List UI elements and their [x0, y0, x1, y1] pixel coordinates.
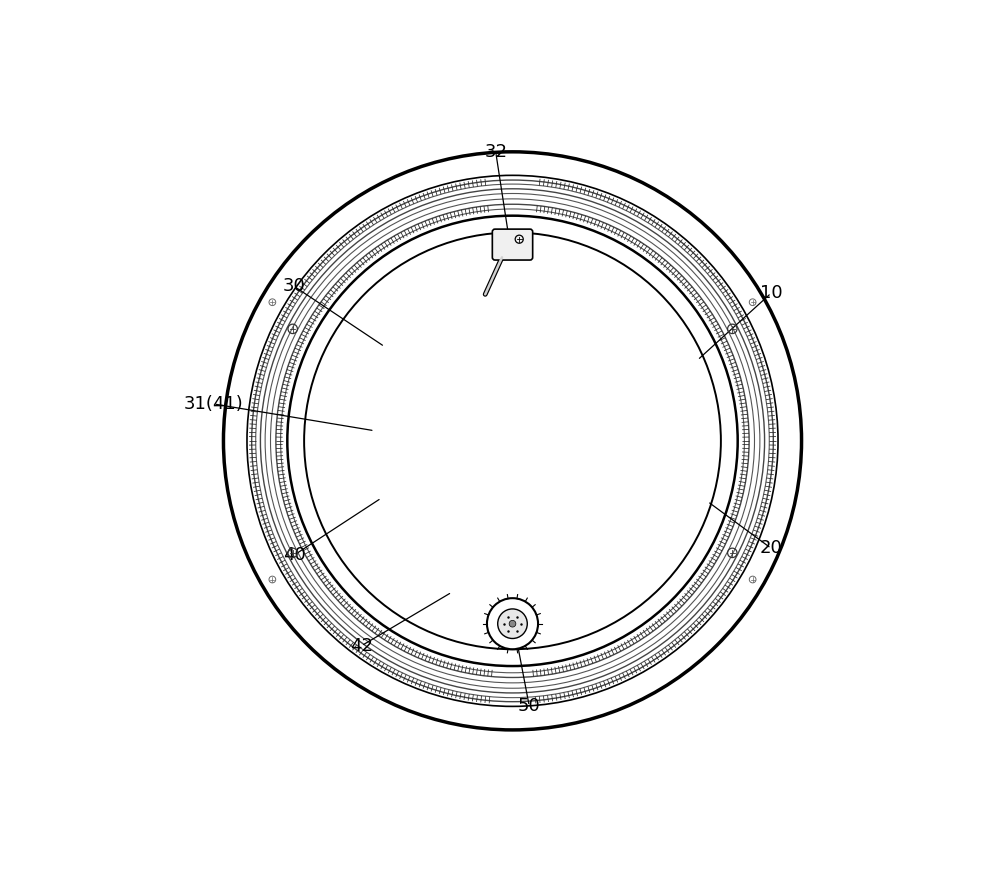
FancyBboxPatch shape	[492, 229, 533, 260]
Circle shape	[509, 621, 516, 627]
Circle shape	[487, 598, 538, 650]
Text: 32: 32	[484, 143, 507, 161]
Text: 31(41): 31(41)	[183, 395, 243, 413]
Text: 20: 20	[760, 540, 783, 558]
Text: 40: 40	[283, 546, 305, 564]
Text: 42: 42	[350, 637, 373, 655]
Circle shape	[498, 609, 527, 638]
Text: 30: 30	[283, 278, 305, 295]
Text: 50: 50	[518, 698, 541, 715]
Text: 10: 10	[760, 284, 783, 302]
